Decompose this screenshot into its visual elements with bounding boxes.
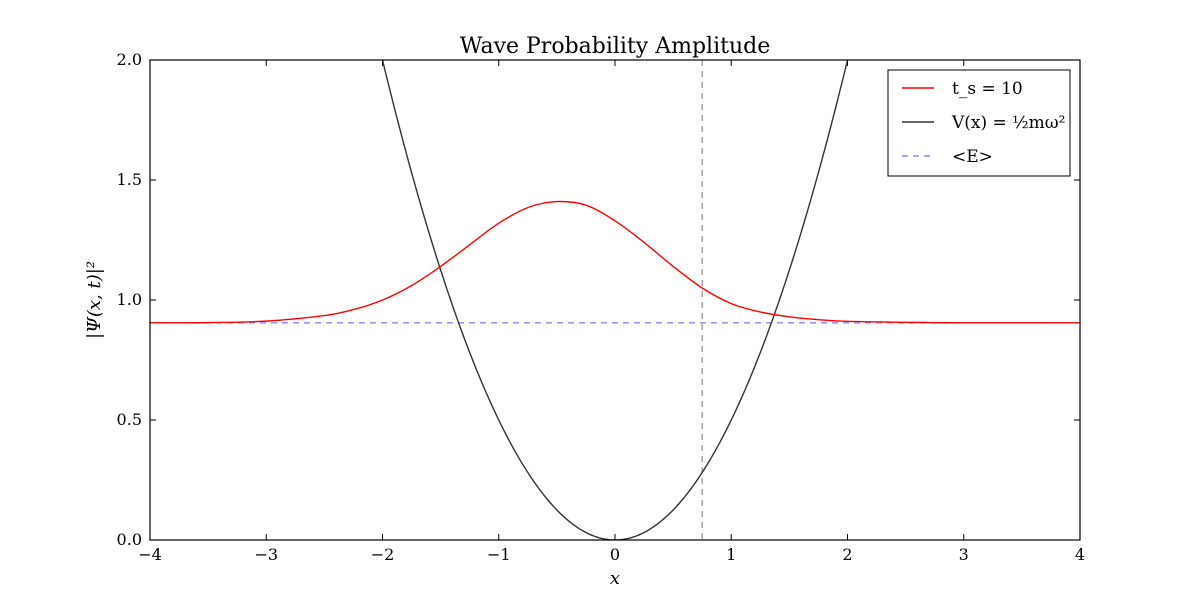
x-tick-label: −3	[254, 545, 278, 564]
legend-label: <E>	[952, 147, 993, 167]
series-layer	[150, 60, 1080, 540]
x-tick-label: −2	[371, 545, 395, 564]
y-axis-label: |Ψ(x, t)|²	[84, 261, 105, 339]
x-tick-label: −4	[138, 545, 162, 564]
legend-label: V(x) = ½mω²	[951, 113, 1065, 133]
x-tick-label: 2	[842, 545, 852, 564]
y-tick-label: 0.0	[117, 530, 142, 549]
series-potential-line	[381, 60, 849, 540]
ticks: −4 −3 −2 −1 0 1 2 3 4 0.0 0.5 1.0 1.5 2.0	[117, 50, 1086, 564]
x-tick-label: 4	[1075, 545, 1085, 564]
x-tick-label: 3	[959, 545, 969, 564]
legend-label: t_s = 10	[952, 79, 1023, 99]
y-tick-label: 2.0	[117, 50, 142, 69]
chart-title: Wave Probability Amplitude	[460, 34, 771, 59]
x-tick-label: 1	[726, 545, 736, 564]
x-tick-label: −1	[487, 545, 511, 564]
y-tick-label: 1.5	[117, 170, 142, 189]
x-tick-label: 0	[610, 545, 620, 564]
x-axis-label: x	[610, 568, 620, 589]
legend: t_s = 10 V(x) = ½mω² <E>	[887, 69, 1071, 177]
y-tick-label: 0.5	[117, 410, 142, 429]
y-tick-label: 1.0	[117, 290, 142, 309]
series-wave-probability-line	[150, 200, 1080, 324]
